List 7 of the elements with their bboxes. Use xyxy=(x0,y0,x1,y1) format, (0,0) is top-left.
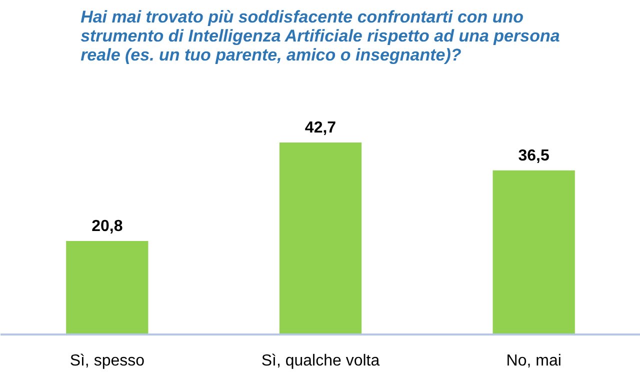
data-label: 20,8 xyxy=(92,218,123,235)
data-label: 36,5 xyxy=(518,147,550,164)
data-label: 42,7 xyxy=(304,119,336,136)
x-tick-label: Sì, spesso xyxy=(70,352,145,370)
x-tick-label: No, mai xyxy=(506,352,562,370)
x-tick-label: Sì, qualche volta xyxy=(261,352,380,370)
chart-title: Hai mai trovato più soddisfacente confrontarti con uno strumento di Intelligenza Artificiale rispetto ad una persona reale (es. un tuo parente, amico o insegnante)? xyxy=(80,8,560,64)
